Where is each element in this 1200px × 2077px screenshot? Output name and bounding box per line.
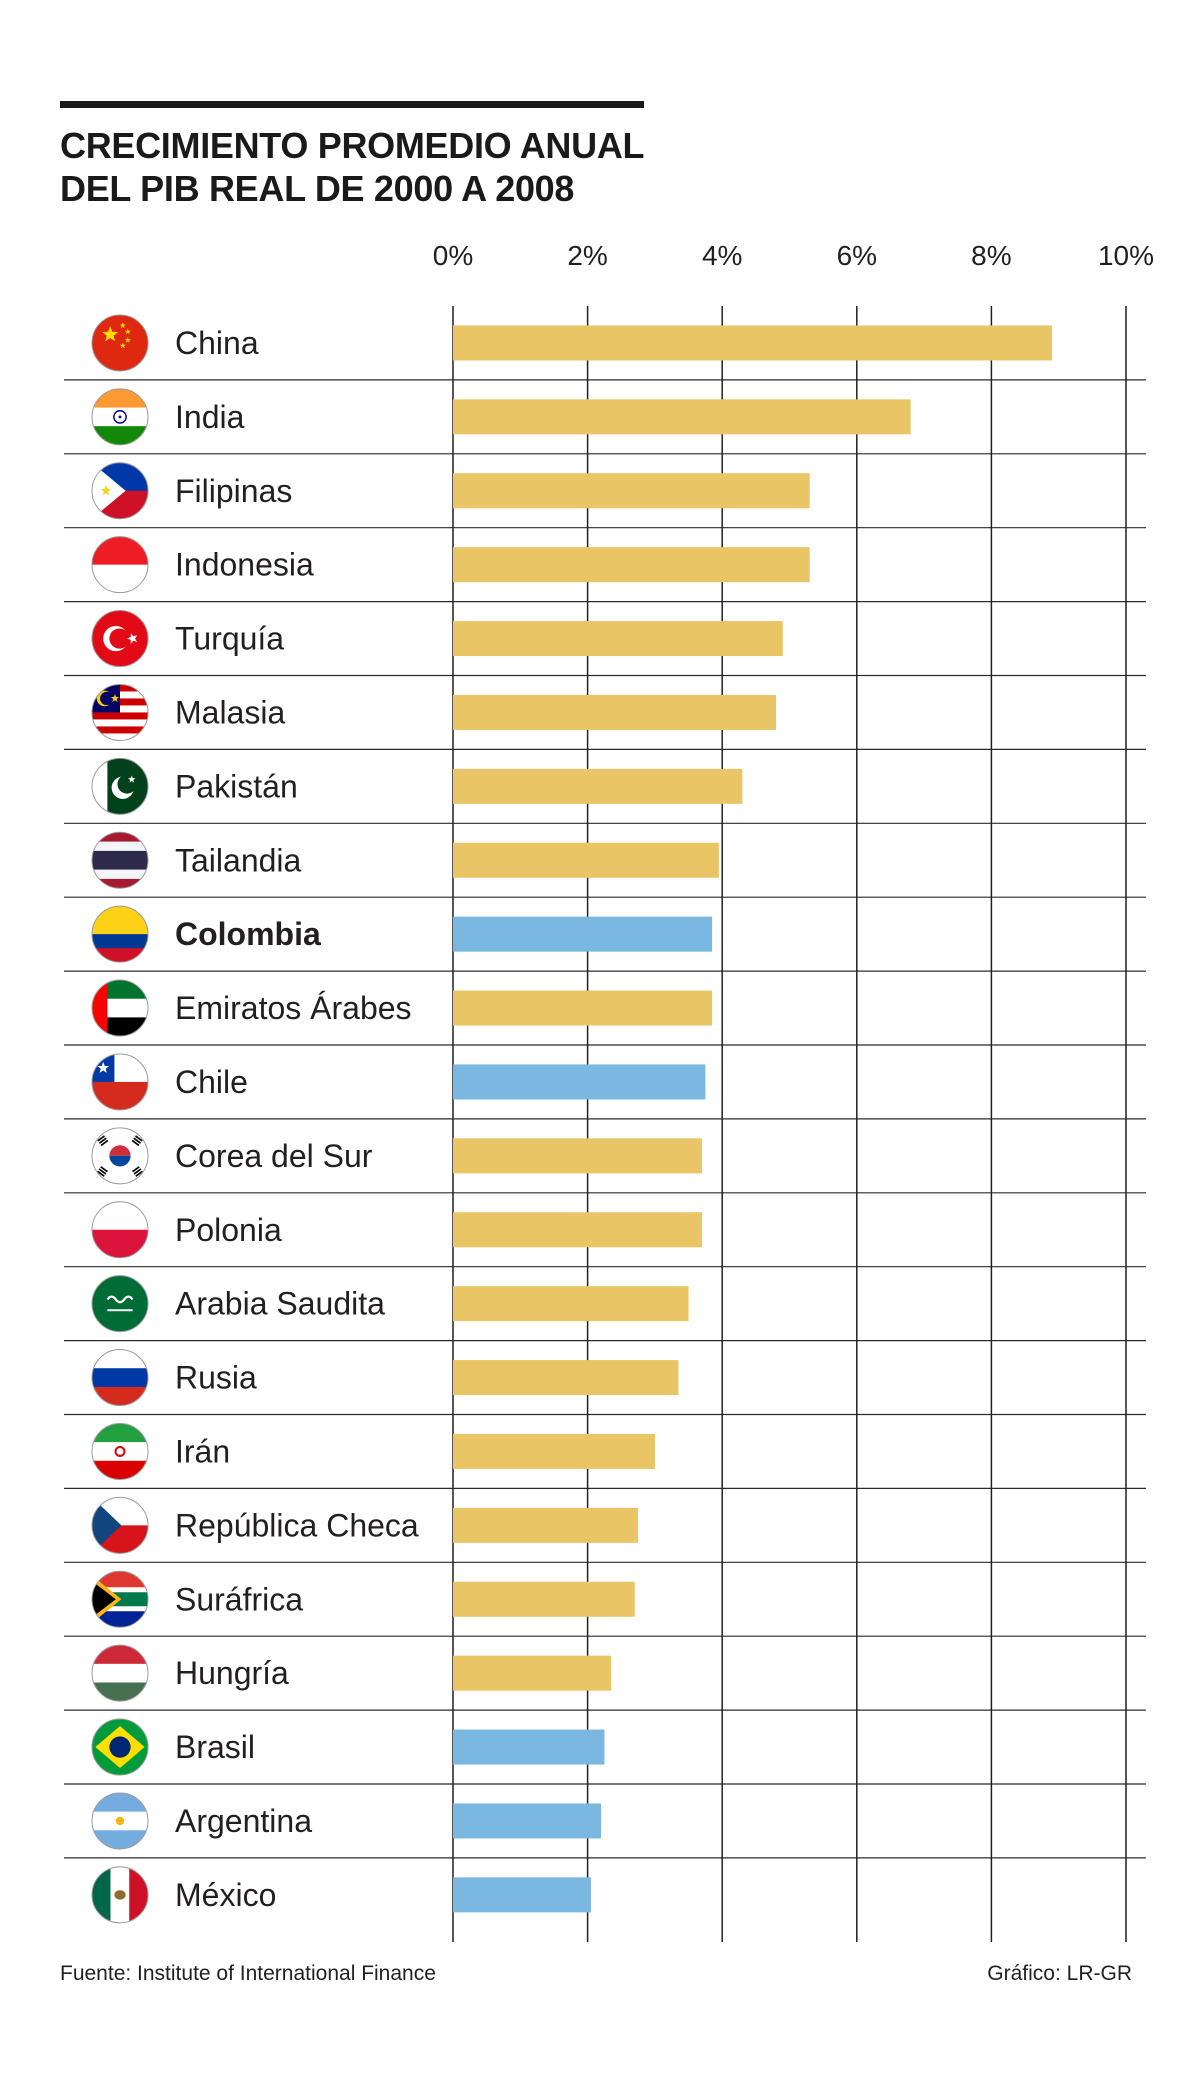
argentina-flag-icon bbox=[92, 1792, 148, 1849]
flag-outline bbox=[91, 1201, 149, 1259]
bar bbox=[453, 1433, 655, 1469]
malaysia-flag-icon bbox=[92, 684, 148, 741]
bar bbox=[453, 1877, 591, 1913]
bar bbox=[453, 1803, 602, 1839]
flag-outline bbox=[91, 683, 149, 741]
bar bbox=[453, 1507, 639, 1543]
bar bbox=[453, 1581, 635, 1617]
x-tick-label: 4% bbox=[702, 240, 742, 271]
thailand-flag-icon bbox=[92, 832, 148, 889]
category-label: México bbox=[175, 1877, 276, 1913]
bar bbox=[453, 473, 810, 509]
flag-outline bbox=[91, 388, 149, 446]
x-tick-label: 2% bbox=[567, 240, 607, 271]
bar bbox=[453, 1655, 612, 1691]
bar bbox=[453, 842, 719, 878]
top-rule bbox=[60, 101, 644, 108]
flag-outline bbox=[91, 1496, 149, 1554]
bar bbox=[453, 1286, 689, 1322]
chart-title-line-2: DEL PIB REAL DE 2000 A 2008 bbox=[60, 168, 575, 209]
category-label: China bbox=[175, 325, 259, 361]
x-tick-label: 6% bbox=[837, 240, 877, 271]
flag-outline bbox=[91, 1644, 149, 1702]
source-note: Fuente: Institute of International Finan… bbox=[60, 1962, 436, 1985]
category-label: India bbox=[175, 399, 245, 435]
bar bbox=[453, 1729, 605, 1765]
flag-outline bbox=[91, 314, 149, 372]
bar bbox=[453, 768, 743, 804]
flag-outline bbox=[91, 831, 149, 889]
category-label: República Checa bbox=[175, 1507, 419, 1543]
flag-outline bbox=[91, 1127, 149, 1185]
flag-outline bbox=[91, 536, 149, 594]
x-tick-label: 8% bbox=[971, 240, 1011, 271]
philippines-flag-icon bbox=[92, 462, 148, 519]
flag-outline bbox=[91, 610, 149, 668]
category-label: Suráfrica bbox=[175, 1581, 303, 1617]
bar bbox=[453, 990, 713, 1026]
bar bbox=[453, 621, 783, 657]
turkey-flag-icon bbox=[92, 610, 148, 667]
india-flag-icon bbox=[92, 388, 148, 445]
x-tick-label: 10% bbox=[1098, 240, 1154, 271]
bar bbox=[453, 1138, 703, 1174]
bar bbox=[453, 916, 713, 952]
flag-outline bbox=[91, 1422, 149, 1480]
category-label: Corea del Sur bbox=[175, 1138, 373, 1174]
flag-outline bbox=[91, 1718, 149, 1776]
iran-flag-icon bbox=[92, 1423, 148, 1480]
bar bbox=[453, 1064, 706, 1100]
category-label: Indonesia bbox=[175, 547, 314, 583]
bar bbox=[453, 399, 911, 435]
bar bbox=[453, 694, 777, 730]
mexico-flag-icon bbox=[92, 1866, 148, 1923]
graphic-credit: Gráfico: LR-GR bbox=[987, 1962, 1132, 1985]
category-label: Chile bbox=[175, 1064, 248, 1100]
flag-outline bbox=[91, 1053, 149, 1111]
hungary-flag-icon bbox=[92, 1645, 148, 1702]
flag-outline bbox=[91, 1792, 149, 1850]
category-label: Colombia bbox=[175, 916, 321, 952]
brazil-flag-icon bbox=[92, 1719, 148, 1776]
chart-title: CRECIMIENTO PROMEDIO ANUAL DEL PIB REAL … bbox=[60, 124, 645, 210]
category-label: Malasia bbox=[175, 694, 285, 730]
x-tick-label: 0% bbox=[433, 240, 473, 271]
south-korea-flag-icon bbox=[92, 1127, 148, 1184]
chart-title-line-1: CRECIMIENTO PROMEDIO ANUAL bbox=[60, 125, 645, 166]
category-label: Argentina bbox=[175, 1803, 312, 1839]
flag-outline bbox=[91, 757, 149, 815]
flag-outline bbox=[91, 905, 149, 963]
uae-flag-icon bbox=[92, 980, 148, 1037]
flag-outline bbox=[91, 1275, 149, 1333]
category-label: Emiratos Árabes bbox=[175, 990, 412, 1026]
flag-outline bbox=[91, 1570, 149, 1628]
bar bbox=[453, 325, 1052, 361]
bar bbox=[453, 1212, 703, 1248]
flag-outline bbox=[91, 1349, 149, 1407]
flag-outline bbox=[91, 1866, 149, 1924]
china-flag-icon bbox=[92, 314, 148, 371]
category-label: Pakistán bbox=[175, 768, 298, 804]
category-label: Arabia Saudita bbox=[175, 1286, 385, 1322]
category-label: Rusia bbox=[175, 1360, 257, 1396]
category-label: Polonia bbox=[175, 1212, 282, 1248]
flag-outline bbox=[91, 462, 149, 520]
category-label: Brasil bbox=[175, 1729, 255, 1765]
category-label: Irán bbox=[175, 1433, 230, 1469]
category-label: Filipinas bbox=[175, 473, 292, 509]
bar bbox=[453, 547, 810, 583]
bar bbox=[453, 1360, 679, 1396]
russia-flag-icon bbox=[92, 1349, 148, 1406]
saudi-arabia-flag-icon bbox=[92, 1275, 148, 1332]
category-label: Turquía bbox=[175, 621, 284, 657]
category-label: Tailandia bbox=[175, 842, 302, 878]
category-label: Hungría bbox=[175, 1655, 289, 1691]
flag-outline bbox=[91, 979, 149, 1037]
